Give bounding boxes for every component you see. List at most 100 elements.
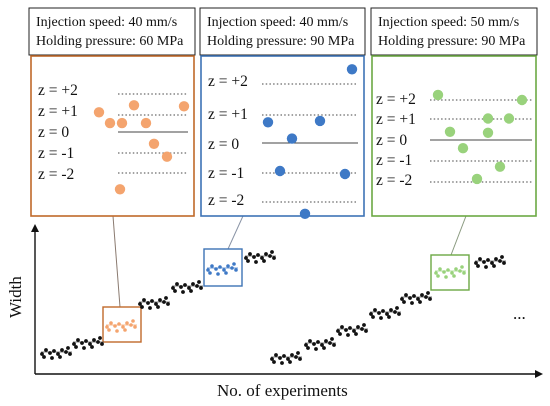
- experiment-point: [476, 264, 480, 268]
- experiment-point: [328, 341, 332, 345]
- zoom-box-blue: [203, 248, 243, 287]
- experiment-point: [162, 300, 166, 304]
- experiment-point: [187, 286, 191, 290]
- experiment-point: [98, 336, 102, 340]
- experiment-point: [316, 340, 320, 344]
- measurement-point: [274, 165, 286, 177]
- experiment-point: [252, 255, 256, 259]
- measurement-point: [114, 184, 126, 195]
- experiment-cluster: [434, 265, 466, 279]
- measurement-point: [161, 151, 173, 162]
- z-label-minus2: z = -2: [38, 166, 74, 183]
- experiment-point: [230, 266, 234, 270]
- header-green-pressure: Holding pressure: 90 MPa: [378, 34, 526, 49]
- z-label-plus2: z = +2: [376, 91, 416, 108]
- header-blue-pressure: Holding pressure: 90 MPa: [207, 34, 355, 49]
- connector-orange: [112, 215, 121, 308]
- z-label-zero: z = 0: [376, 132, 407, 149]
- experiment-point: [222, 268, 226, 272]
- experiment-point: [58, 355, 62, 359]
- experiment-point: [164, 296, 168, 300]
- z-label-minus2: z = -2: [208, 192, 244, 209]
- experiment-point: [42, 355, 46, 359]
- experiment-point: [458, 269, 462, 273]
- z-label-plus1: z = +1: [38, 103, 78, 120]
- measurement-point: [516, 94, 528, 106]
- experiment-cluster: [400, 291, 432, 305]
- experiment-point: [354, 332, 358, 336]
- experiment-point: [412, 294, 416, 298]
- experiment-point: [290, 353, 294, 357]
- experiment-point: [381, 309, 385, 313]
- experiment-point: [199, 286, 203, 290]
- experiment-point: [404, 293, 408, 297]
- header-blue-speed: Injection speed: 40 mm/s: [207, 15, 348, 30]
- experiment-point: [84, 339, 88, 343]
- experiment-point: [416, 297, 420, 301]
- experiment-point: [92, 338, 96, 342]
- experiment-point: [340, 325, 344, 329]
- measurement-point: [346, 64, 358, 75]
- measurement-point: [314, 115, 326, 127]
- experiment-point: [264, 252, 268, 256]
- experiment-point: [298, 357, 302, 361]
- experiment-point: [181, 290, 185, 294]
- experiment-point: [444, 275, 448, 279]
- experiment-point: [348, 326, 352, 330]
- experiment-point: [214, 267, 218, 271]
- experiment-point: [171, 286, 175, 290]
- experiment-point: [402, 300, 406, 304]
- x-axis-title: No. of experiments: [217, 381, 348, 400]
- measurement-point: [128, 100, 140, 111]
- experiment-point: [498, 259, 502, 263]
- experiment-point: [191, 282, 195, 286]
- experiment-point: [82, 346, 86, 350]
- experiment-point: [52, 349, 56, 353]
- experiment-point: [346, 333, 350, 337]
- experiment-cluster: [72, 336, 104, 350]
- experiment-point: [113, 324, 117, 328]
- experiment-point: [332, 343, 336, 347]
- measurement-point: [339, 168, 351, 180]
- experiment-point: [183, 283, 187, 287]
- experiment-point: [48, 351, 52, 355]
- experiment-point: [90, 345, 94, 349]
- experiment-point: [206, 268, 210, 272]
- experiment-point: [105, 325, 109, 329]
- measurement-point: [432, 89, 444, 101]
- experiment-point: [179, 285, 183, 289]
- experiment-point: [500, 255, 504, 259]
- experiment-point: [395, 306, 399, 310]
- z-label-plus1: z = +1: [376, 111, 416, 128]
- experiment-point: [379, 316, 383, 320]
- measurement-point: [482, 127, 494, 138]
- experiment-point: [338, 332, 342, 336]
- z-label-minus2: z = -2: [376, 172, 412, 189]
- experiment-point: [389, 308, 393, 312]
- experiment-point: [462, 271, 466, 275]
- experiment-point: [208, 271, 212, 275]
- measurement-point: [457, 143, 469, 154]
- z-label-plus1: z = +1: [208, 106, 248, 123]
- experiment-point: [344, 328, 348, 332]
- zoom-panel-orange: z = +2 z = +1 z = 0 z = -1 z = -2: [30, 55, 195, 217]
- experiment-point: [296, 351, 300, 355]
- zoom-box-orange: [102, 306, 142, 343]
- connector-blue: [227, 215, 244, 250]
- experiment-point: [262, 259, 266, 263]
- measurement-point: [140, 117, 152, 129]
- header-blue: Injection speed: 40 mm/s Holding pressur…: [199, 7, 366, 56]
- experiment-point: [474, 261, 478, 265]
- measurement-point: [104, 117, 116, 129]
- panel-frame-blue: [200, 55, 365, 217]
- experiment-point: [44, 348, 48, 352]
- measurement-point: [444, 126, 456, 137]
- experiment-point: [72, 342, 76, 346]
- experiment-point: [442, 270, 446, 274]
- experiment-point: [74, 345, 78, 349]
- experiment-point: [268, 254, 272, 258]
- experiment-point: [60, 348, 64, 352]
- connector-green: [450, 215, 467, 256]
- z-label-plus2: z = +2: [38, 82, 78, 99]
